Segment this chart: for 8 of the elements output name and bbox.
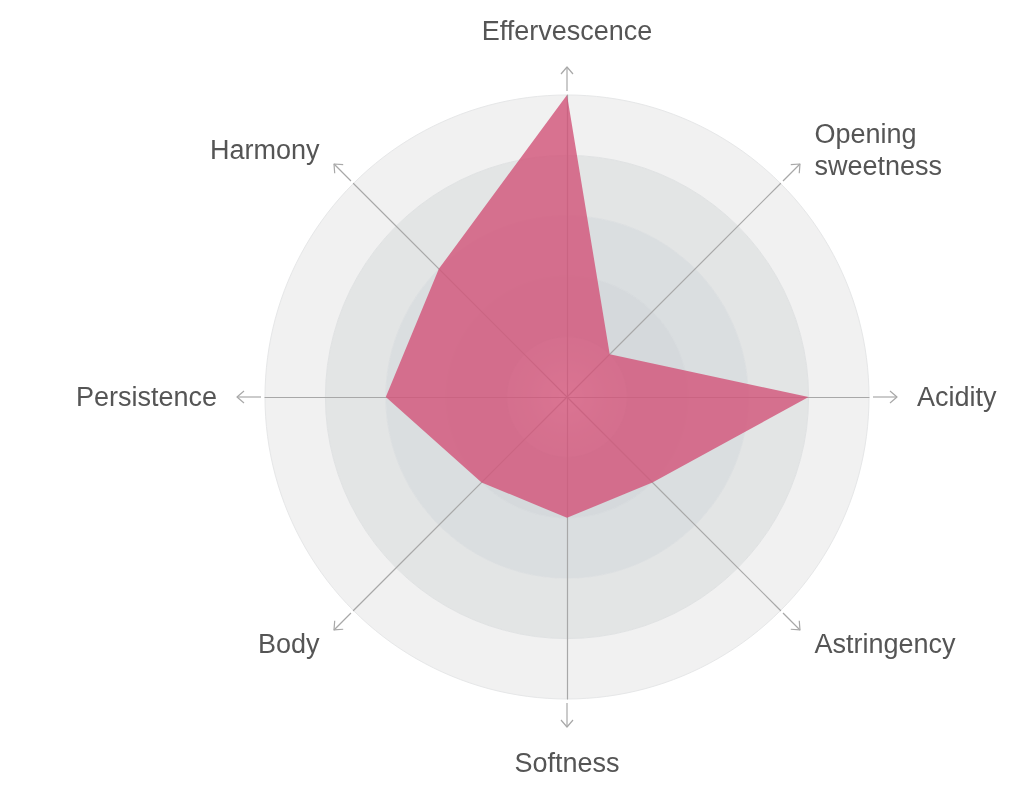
spoke-label: Effervescence <box>481 16 653 46</box>
spoke-label: Body <box>257 629 321 660</box>
spoke-label: Astringency <box>814 629 957 660</box>
spoke-label: Harmony <box>209 134 321 165</box>
spoke-label: Persistence <box>75 382 217 412</box>
spoke-label: Opening sweetness <box>814 118 943 181</box>
spoke-label: Softness <box>514 748 620 778</box>
spoke-label: Acidity <box>917 382 998 412</box>
